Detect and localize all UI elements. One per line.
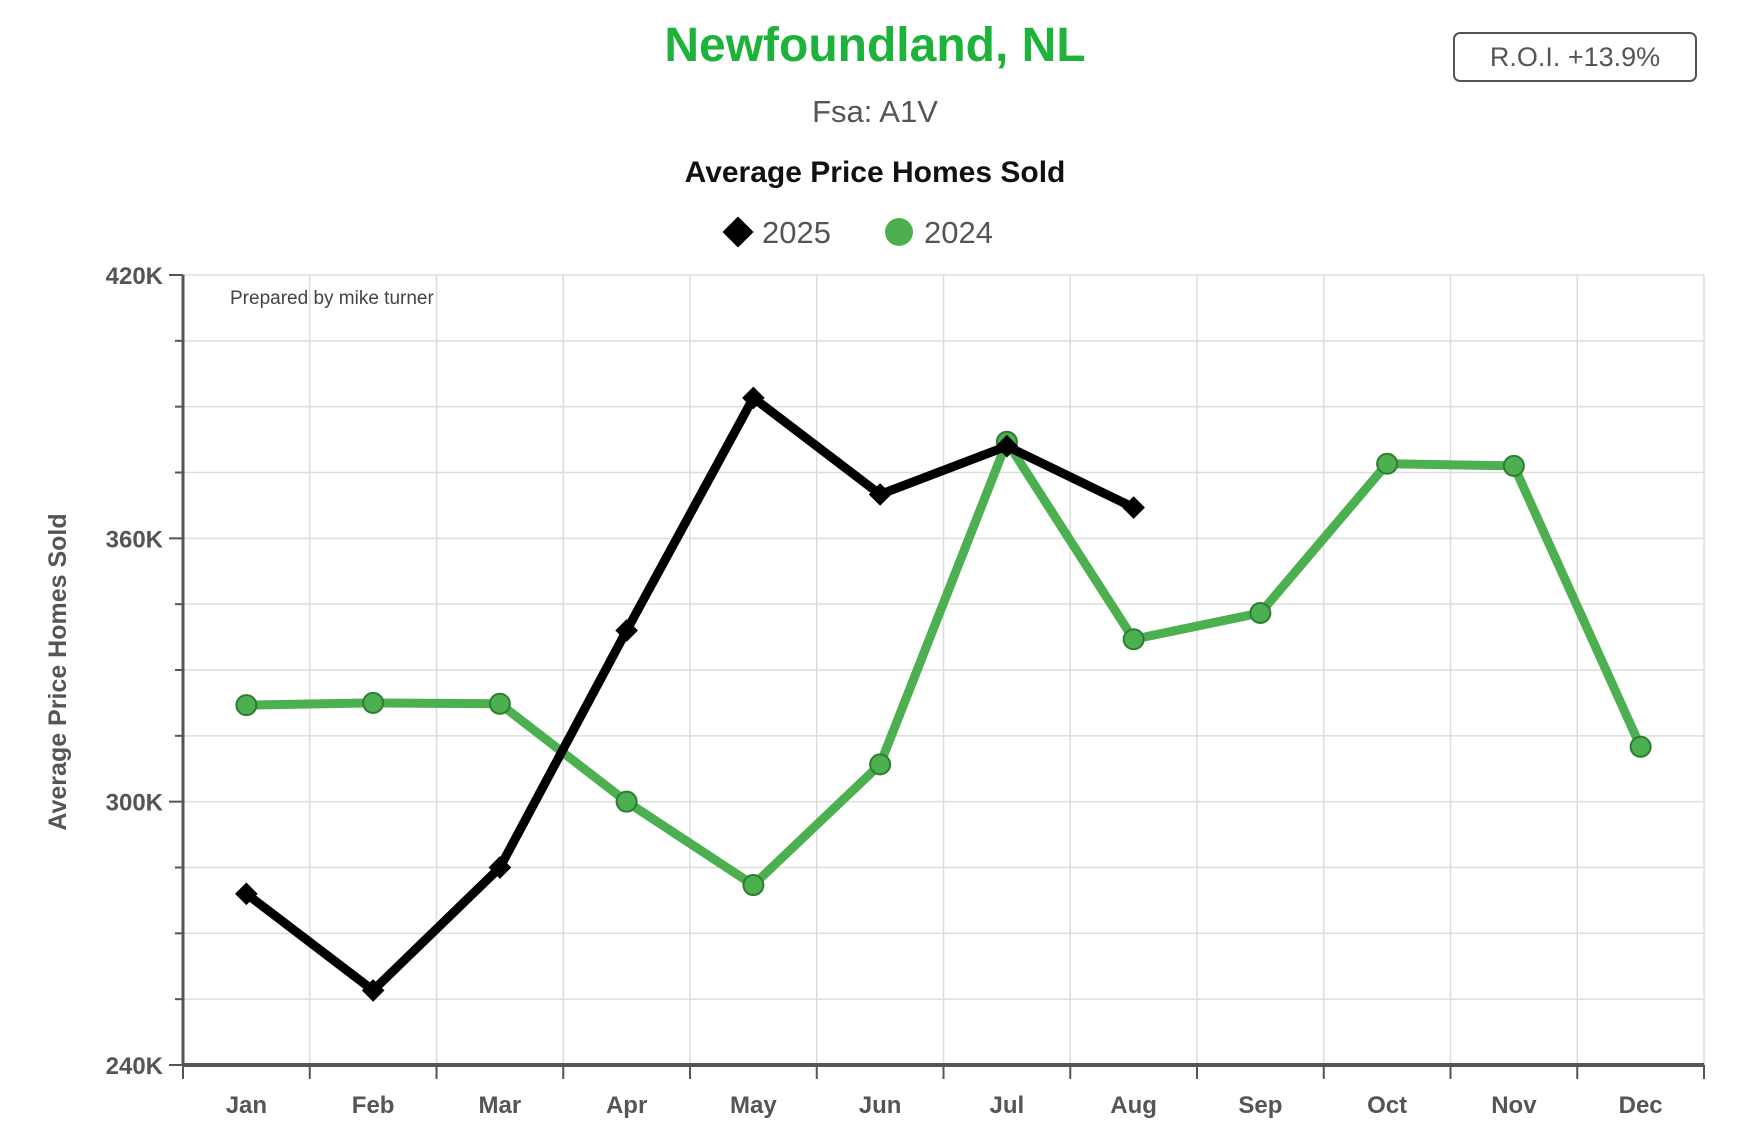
series-line-2025 xyxy=(241,393,1139,995)
legend-marker-2025 xyxy=(722,216,754,248)
x-tick-label: Jun xyxy=(859,1092,902,1119)
legend-label-2025: 2025 xyxy=(762,215,831,250)
x-tick-label: Nov xyxy=(1491,1092,1537,1119)
x-tick-label: Jan xyxy=(226,1092,267,1119)
data-point-2024 xyxy=(869,753,892,776)
data-point-2025 xyxy=(1122,496,1145,519)
roi-badge[interactable]: R.O.I. +13.9% xyxy=(1453,32,1697,82)
data-point-2024 xyxy=(235,694,258,717)
data-point-2025 xyxy=(361,979,385,1002)
series-line-2024 xyxy=(241,437,1646,890)
y-tick-label: 360K xyxy=(106,526,164,553)
x-tick-label: Mar xyxy=(479,1092,522,1119)
grid xyxy=(183,274,1705,1065)
data-point-2024 xyxy=(1502,454,1525,477)
data-point-2024 xyxy=(615,790,638,813)
roi-label: R.O.I. +13.9% xyxy=(1489,41,1661,72)
data-point-2024 xyxy=(1629,735,1652,758)
x-tick-label: May xyxy=(730,1092,777,1119)
data-point-2025 xyxy=(742,386,765,410)
y-tick-label: 420K xyxy=(106,263,164,290)
x-tick-label: Aug xyxy=(1110,1092,1157,1119)
prepared-by-note: Prepared by mike turner xyxy=(230,288,434,309)
x-tick-label: Apr xyxy=(606,1092,647,1119)
fsa-subtitle: Fsa: A1V xyxy=(812,94,938,129)
x-tick-label: Sep xyxy=(1238,1092,1282,1119)
y-tick-label: 240K xyxy=(106,1053,164,1080)
y-axis-title: Average Price Homes Sold xyxy=(44,513,72,830)
x-tick-label: Oct xyxy=(1367,1092,1407,1119)
data-point-2024 xyxy=(1249,601,1272,624)
x-tick-label: Jul xyxy=(990,1092,1025,1119)
series-layer xyxy=(235,386,1652,1002)
data-point-2024 xyxy=(742,874,765,897)
page-title: Newfoundland, NL xyxy=(664,19,1086,72)
data-point-2025 xyxy=(868,483,892,506)
chart-title: Average Price Homes Sold xyxy=(684,156,1066,189)
x-tick-label: Feb xyxy=(352,1092,395,1119)
legend-label-2024: 2024 xyxy=(924,215,993,250)
legend-marker-2024 xyxy=(885,218,913,246)
data-point-2025 xyxy=(615,619,638,642)
data-point-2024 xyxy=(488,692,511,715)
x-tick-label: Dec xyxy=(1619,1092,1663,1119)
legend: 2025 2024 xyxy=(722,215,993,250)
data-point-2024 xyxy=(362,691,385,714)
data-point-2025 xyxy=(995,434,1019,458)
axes: 240K 300K 360K 420K Jan Feb Mar Apr May Jun Jul Aug… xyxy=(106,263,1705,1119)
y-tick-label: 300K xyxy=(106,790,164,817)
data-point-2024 xyxy=(1122,628,1145,651)
data-point-2024 xyxy=(1376,452,1399,475)
data-point-2025 xyxy=(488,856,512,879)
